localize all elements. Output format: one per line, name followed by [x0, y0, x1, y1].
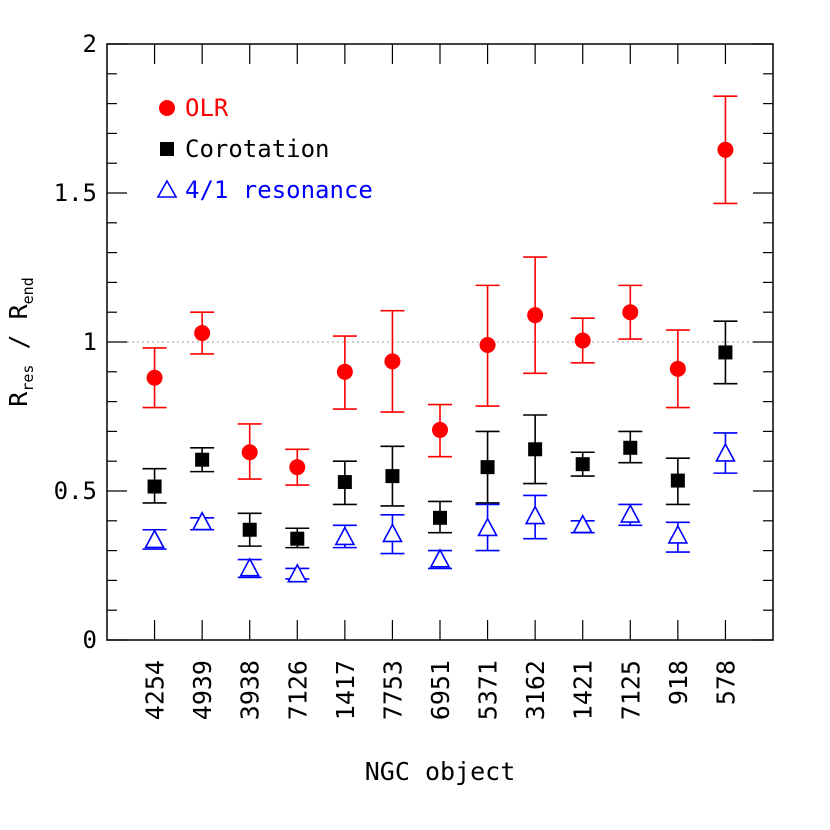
x-tick-label: 6951 — [426, 660, 455, 720]
x-tick-label: 1417 — [331, 660, 360, 720]
data-point — [623, 440, 638, 455]
data-point — [195, 452, 210, 467]
data-point — [432, 421, 448, 438]
legend-corotation-label: Corotation — [185, 135, 330, 163]
data-point — [194, 325, 211, 342]
legend-corotation-marker — [160, 142, 174, 156]
legend-4-1-resonance-marker — [156, 179, 178, 198]
data-point — [429, 548, 451, 568]
tick-layer — [107, 43, 773, 641]
y-axis-label-sep: / — [4, 319, 33, 364]
data-point — [574, 332, 591, 349]
data-point — [334, 525, 356, 546]
data-point — [384, 353, 401, 370]
data-point — [619, 503, 641, 523]
x-tick-label: 7125 — [616, 660, 645, 720]
data-point — [717, 141, 734, 158]
legend-4-1-resonance-label: 4/1 resonance — [185, 176, 373, 204]
x-tick-labels: 4254 4939 3938 7126 1417 7753 6951 5371 3162 1421… — [141, 660, 741, 720]
y-tick-label: 2 — [83, 30, 97, 58]
y-axis-label-base2: R — [4, 303, 33, 319]
data-point — [290, 531, 305, 546]
series-corotation — [142, 320, 738, 549]
y-tick-labels: 0 0.5 1 1.5 2 — [54, 30, 97, 654]
y-tick-label: 0.5 — [54, 477, 97, 505]
data-point — [479, 336, 496, 353]
data-point — [715, 442, 736, 462]
data-point — [575, 457, 590, 472]
data-point — [336, 363, 353, 380]
legend: OLR Corotation 4/1 resonance — [156, 94, 373, 204]
x-tick-label: 1421 — [569, 660, 598, 720]
x-tick-label: 3938 — [236, 660, 265, 720]
data-point — [289, 459, 306, 476]
series-4-1-resonance — [142, 432, 738, 583]
x-tick-label: 578 — [711, 660, 740, 705]
data-point — [286, 563, 308, 583]
series-olr — [142, 95, 738, 486]
data-point — [146, 369, 163, 386]
y-axis-label-base: R — [4, 391, 33, 407]
data-point — [385, 469, 400, 484]
x-axis-label: NGC object — [365, 757, 516, 786]
x-tick-label: 7753 — [378, 660, 407, 720]
data-point — [669, 360, 686, 377]
data-point — [477, 516, 498, 537]
data-point — [572, 513, 594, 534]
y-axis-label-sub1: res — [19, 365, 37, 392]
x-tick-label: 7126 — [283, 660, 312, 720]
data-point — [144, 528, 165, 549]
data-point — [524, 505, 546, 525]
legend-olr-label: OLR — [185, 94, 229, 122]
data-point — [718, 345, 733, 360]
x-tick-label: 918 — [664, 660, 693, 705]
data-point — [241, 444, 258, 461]
x-tick-label: 3162 — [521, 660, 550, 720]
data-point — [242, 522, 257, 537]
y-axis-label: Rres / Rend — [4, 277, 37, 406]
data-point — [480, 460, 495, 475]
y-tick-label: 1 — [83, 328, 97, 356]
data-point — [670, 473, 685, 488]
data-point — [147, 479, 162, 494]
x-tick-label: 4939 — [188, 660, 217, 720]
data-point — [528, 442, 543, 457]
data-point — [382, 522, 403, 543]
data-point — [239, 557, 261, 577]
data-point — [527, 307, 544, 324]
data-point — [667, 524, 689, 544]
data-point — [337, 475, 352, 490]
data-point — [622, 304, 639, 321]
data-point — [433, 510, 447, 525]
y-tick-label: 1.5 — [54, 179, 97, 207]
y-axis-label-sub2: end — [19, 277, 37, 304]
data-point — [191, 510, 213, 531]
legend-olr-marker — [159, 100, 175, 116]
x-tick-label: 5371 — [474, 660, 503, 720]
series-layer — [142, 95, 738, 583]
x-tick-label: 4254 — [141, 660, 170, 720]
y-tick-label: 0 — [83, 626, 97, 654]
